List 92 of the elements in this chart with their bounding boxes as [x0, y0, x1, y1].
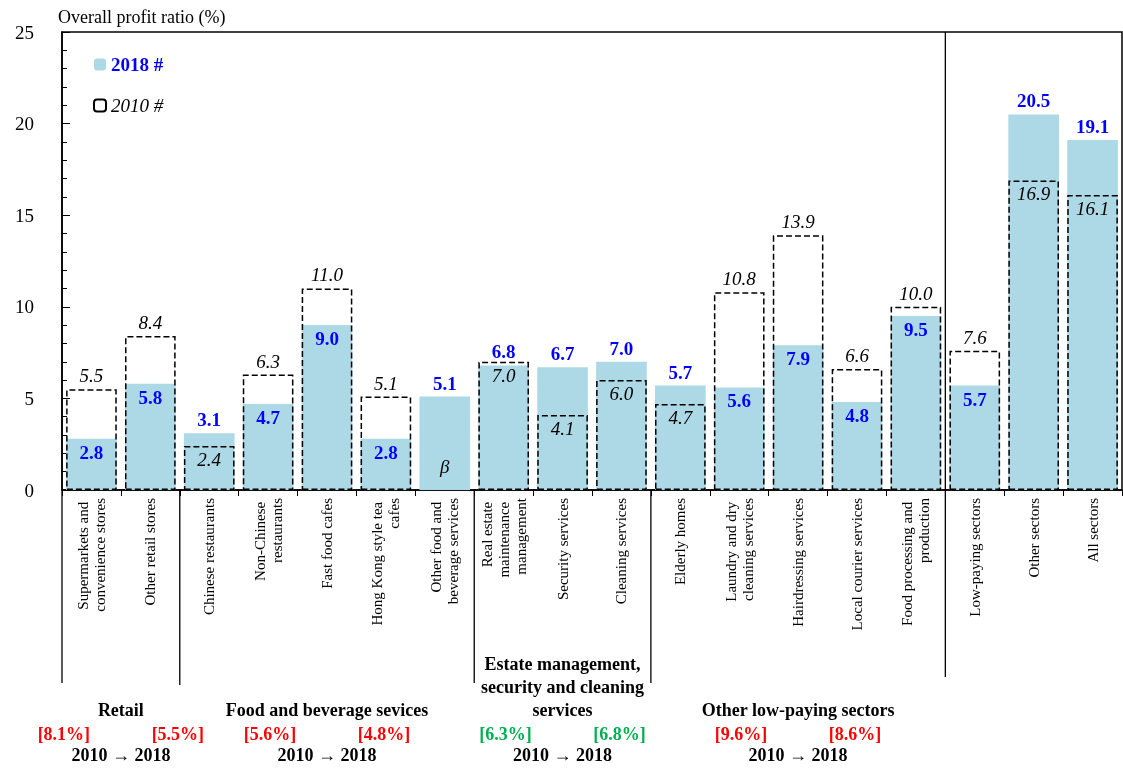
- data-label: 16.9: [1017, 183, 1051, 205]
- bar: [183, 433, 235, 490]
- data-label: 5.1: [432, 372, 457, 394]
- data-label: 2.8: [374, 441, 398, 463]
- data-label: 4.8: [845, 405, 869, 427]
- y-axis-title: Overall profit ratio (%): [58, 7, 226, 28]
- bar: [713, 387, 765, 490]
- text: 2010 → 2018: [747, 745, 849, 766]
- data-label: 7.9: [786, 348, 810, 370]
- bar: [772, 345, 824, 490]
- data-label: 5.7: [668, 361, 693, 383]
- text: [5.6%]: [242, 724, 298, 745]
- text: 2010 → 2018: [512, 745, 614, 766]
- y-tick-label: 0: [24, 479, 34, 501]
- data-label: 10.8: [722, 268, 757, 290]
- x-tick-label: Local courier services: [849, 497, 865, 631]
- data-label: 6.8: [491, 341, 516, 363]
- text: Other low-paying sectors: [700, 699, 896, 722]
- text: Estate management, security and cleaning services: [480, 653, 646, 722]
- x-tick-label: Hong Kong style tea cafes: [369, 497, 403, 626]
- data-label: 13.9: [781, 211, 816, 233]
- x-tick-label: Chinese restaurants: [201, 497, 218, 616]
- bar: [125, 383, 176, 490]
- text: [4.8%]: [356, 724, 412, 745]
- x-tick-label: Other food and beverage services: [428, 497, 462, 605]
- text: [8.6%]: [827, 724, 883, 745]
- data-label: 5.1: [374, 372, 398, 394]
- y-tick-label: 25: [15, 21, 34, 43]
- bar: [1067, 140, 1118, 490]
- bar: [831, 402, 883, 490]
- x-tick-label: Food processing and production: [899, 497, 933, 626]
- data-label: 4.1: [550, 417, 575, 439]
- data-label: 7.0: [491, 364, 517, 386]
- text: Food and beverage sevices: [224, 699, 430, 722]
- data-label: 6.7: [550, 343, 575, 365]
- bar: [655, 385, 706, 490]
- x-tick-label: Security services: [554, 497, 571, 601]
- y-tick-label: 15: [15, 204, 34, 226]
- x-tick-label: Fast food cafes: [319, 497, 335, 589]
- x-tick-label: Cleaning services: [613, 497, 630, 605]
- bar: [537, 367, 588, 490]
- data-label: 2.4: [197, 449, 222, 471]
- y-tick-label: 10: [15, 296, 34, 318]
- x-tick-label: Low-paying sectors: [966, 497, 983, 617]
- data-label: 7.0: [609, 337, 634, 359]
- bar: [242, 403, 294, 490]
- x-tick-label: All sectors: [1084, 497, 1101, 563]
- x-tick-label: Elderly homes: [672, 497, 689, 586]
- x-tick-label: Laundry and dry cleaning services: [722, 497, 756, 602]
- y-tick-label: 20: [15, 113, 34, 135]
- legend-label: 2018 #: [111, 54, 164, 75]
- x-tick-label: Supermarkets and convenience stores: [74, 497, 108, 612]
- text: [9.6%]: [713, 724, 769, 745]
- bar: [419, 396, 471, 490]
- bar: [949, 385, 1001, 490]
- data-label: 5.5: [79, 365, 104, 387]
- data-label: 6.0: [609, 383, 634, 405]
- bar: [1008, 114, 1059, 490]
- x-tick-label: Other sectors: [1025, 497, 1042, 578]
- data-label: 5.8: [138, 386, 163, 408]
- data-label: 6.3: [256, 350, 280, 372]
- text: [8.1%]: [36, 724, 92, 745]
- text: [6.3%]: [478, 724, 533, 745]
- data-label: 4.7: [668, 406, 694, 428]
- data-label: 9.0: [315, 328, 339, 350]
- data-label: 20.5: [1017, 90, 1051, 112]
- y-tick-label: 5: [24, 387, 34, 409]
- data-label: 9.5: [904, 318, 928, 340]
- data-label: 11.0: [311, 264, 344, 286]
- data-label: 3.1: [197, 409, 222, 431]
- data-label: 16.1: [1075, 198, 1110, 220]
- data-label: 5.6: [727, 390, 752, 412]
- data-label: 8.4: [138, 312, 163, 334]
- text: [6.8%]: [592, 724, 647, 745]
- data-label: 2.8: [79, 441, 104, 463]
- data-label: 6.6: [845, 345, 870, 367]
- data-label: 19.1: [1075, 116, 1110, 138]
- x-tick-label: Non-Chinese restaurants: [251, 497, 285, 581]
- annotation: β: [438, 456, 451, 478]
- text: [5.5%]: [150, 724, 206, 745]
- data-label: 7.6: [962, 326, 988, 348]
- x-tick-label: Other retail stores: [142, 497, 159, 606]
- x-tick-label: Hairdressing services: [790, 497, 807, 627]
- bar: [301, 325, 353, 490]
- data-label: 5.7: [962, 388, 988, 410]
- data-label: 4.7: [256, 406, 281, 428]
- text: Retail: [96, 699, 145, 722]
- data-label: 10.0: [899, 282, 934, 304]
- text: 2010 → 2018: [70, 745, 172, 766]
- text: 2010 → 2018: [276, 745, 378, 766]
- legend-label: 2010 #: [111, 95, 164, 116]
- x-tick-label: Real estate maintenance management: [478, 497, 529, 578]
